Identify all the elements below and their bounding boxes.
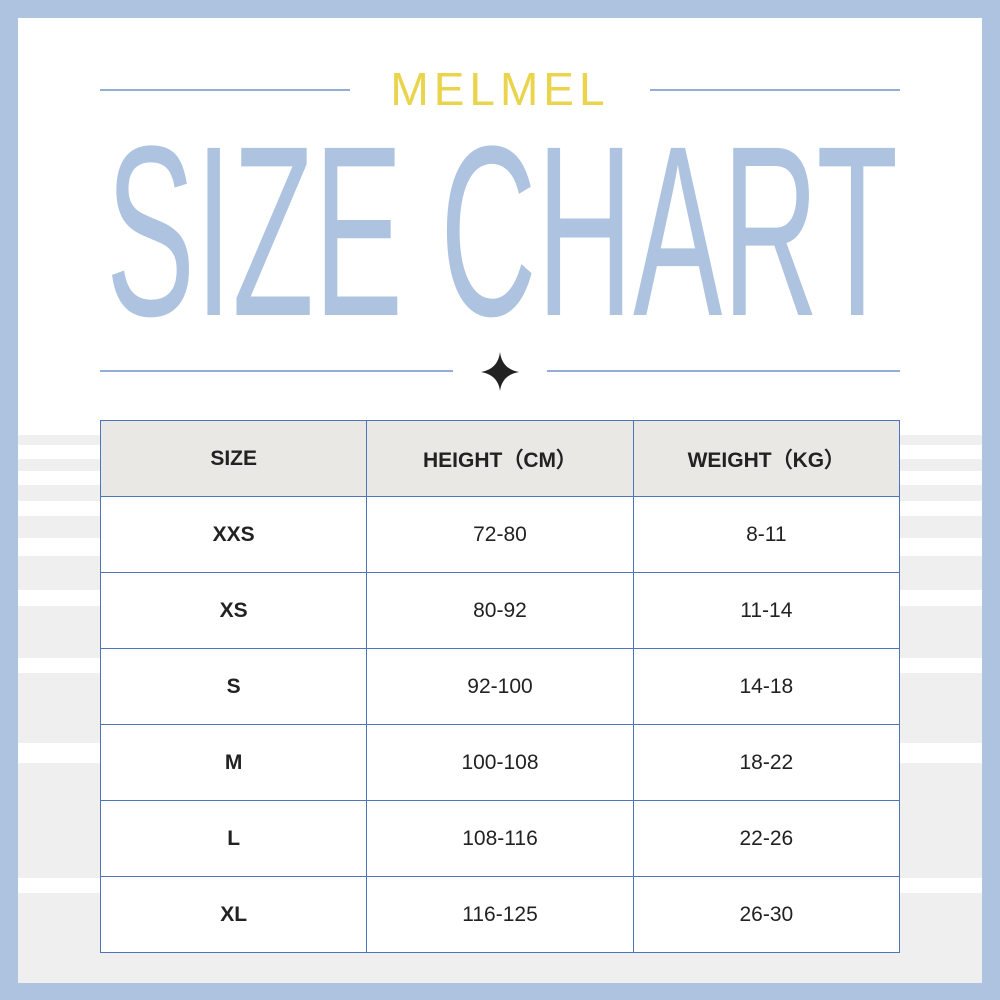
table-cell: 22-26 [632,800,901,877]
header: MELMEL SIZE CHART [100,63,900,391]
table-cell: 14-18 [632,648,901,725]
table-cell: 26-30 [632,876,901,953]
size-table: SIZE HEIGHT（CM） WEIGHT（KG） XXS 72-80 8-11 XS 8… [99,420,901,953]
table-row: XXS 72-80 8-11 [99,496,901,573]
brand: MELMEL [390,63,609,115]
table-cell: 116-125 [366,876,634,953]
table-cell: 92-100 [366,648,634,725]
table-row: XL 116-125 26-30 [99,876,901,953]
table-cell: 108-116 [366,800,634,877]
table-cell: 100-108 [366,724,634,801]
table-cell: 72-80 [366,496,634,573]
column-header: HEIGHT（CM） [366,420,634,497]
table-cell: 18-22 [632,724,901,801]
table-cell: XXS [99,496,368,573]
table-row: XS 80-92 11-14 [99,572,901,649]
header-row: SIZE HEIGHT（CM） WEIGHT（KG） [99,420,901,497]
column-header: WEIGHT（KG） [632,420,901,497]
table-cell: XS [99,572,368,649]
table-row: S 92-100 14-18 [99,648,901,725]
table-row: M 100-108 18-22 [99,724,901,801]
table-cell: M [99,724,368,801]
table-cell: S [99,648,368,725]
table-body: XXS 72-80 8-11 XS 80-92 11-14 S 92-100 14-18 M 100… [99,496,901,953]
table-cell: L [99,800,368,877]
table-cell: 8-11 [632,496,901,573]
title: SIZE CHART [106,96,898,367]
table-row: L 108-116 22-26 [99,800,901,877]
table-cell: 11-14 [632,572,901,649]
table-cell: XL [99,876,368,953]
star-icon [481,352,519,391]
column-header: SIZE [99,420,368,497]
table-cell: 80-92 [366,572,634,649]
